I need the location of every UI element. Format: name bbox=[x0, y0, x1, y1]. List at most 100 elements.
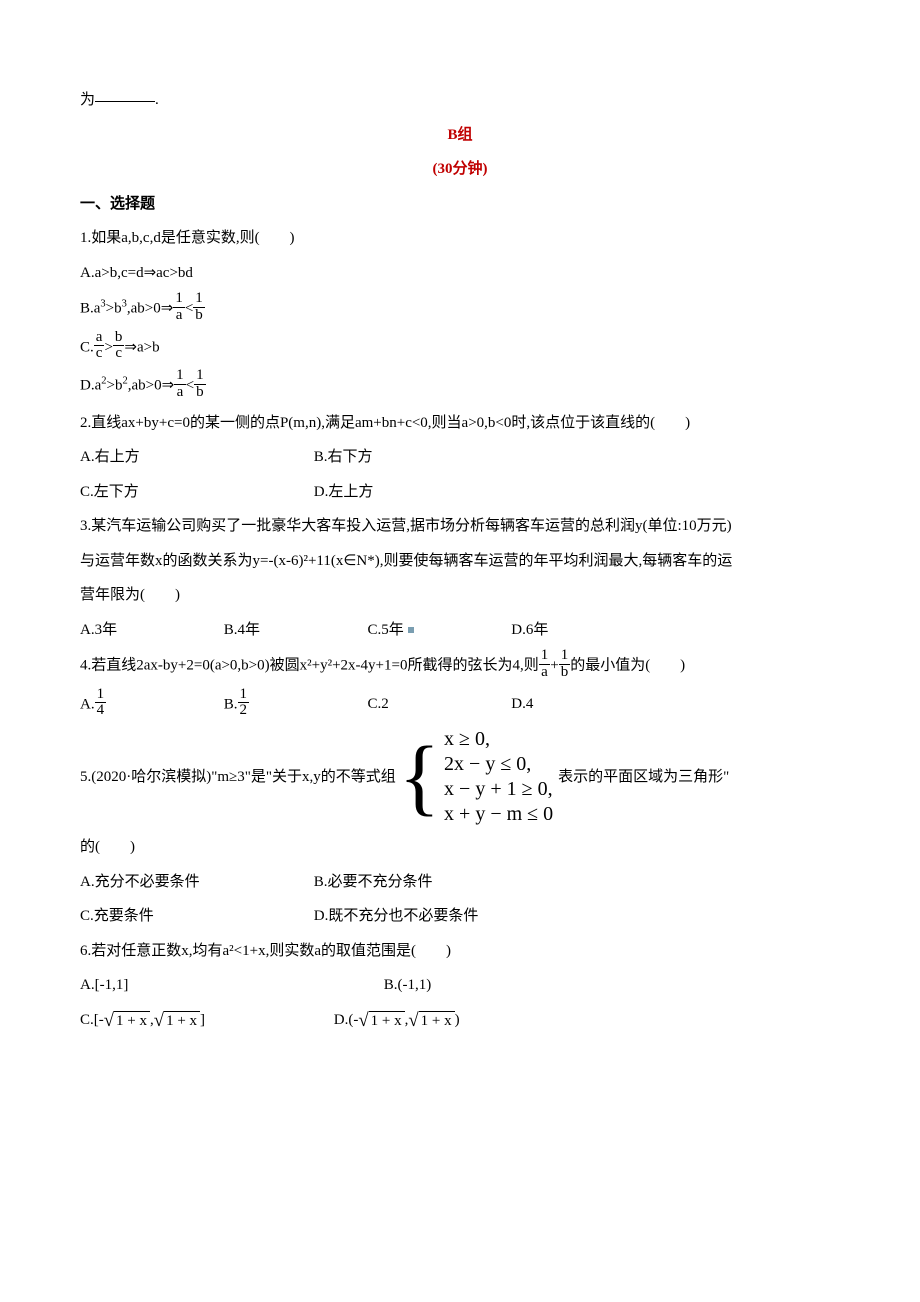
q1c-f1d: c bbox=[94, 346, 105, 362]
q4-stem-pre: 4.若直线2ax-by+2=0(a>0,b>0)被圆x²+y²+2x-4y+1=… bbox=[80, 658, 539, 674]
q2-options-row2: C.左下方 D.左上方 bbox=[80, 478, 840, 507]
q1-optA: A.a>b,c=d⇒ac>bd bbox=[80, 259, 840, 288]
q1b-f2n: 1 bbox=[193, 291, 205, 308]
q5-optB: B.必要不充分条件 bbox=[314, 868, 433, 897]
q5-options-row1: A.充分不必要条件 B.必要不充分条件 bbox=[80, 868, 840, 897]
q5-cases-body: x ≥ 0, 2x − y ≤ 0, x − y + 1 ≥ 0, x + y … bbox=[442, 727, 555, 827]
q1b-frac2: 1b bbox=[193, 291, 205, 324]
q6d-pre: D.(- bbox=[334, 1012, 359, 1028]
q5-stem-row: 5.(2020·哈尔滨模拟)"m≥3"是"关于x,y的不等式组 { x ≥ 0,… bbox=[80, 727, 840, 827]
q3-options: A.3年 B.4年 C.5年 D.6年 bbox=[80, 616, 840, 645]
q1d-frac2: 1b bbox=[194, 368, 206, 401]
q3-optA: A.3年 bbox=[80, 616, 220, 645]
intro-wei: 为 bbox=[80, 92, 95, 108]
q4-f1n: 1 bbox=[539, 648, 551, 665]
group-header: B组 bbox=[80, 121, 840, 150]
q2-optC: C.左下方 bbox=[80, 478, 310, 507]
q4-f1d: a bbox=[539, 665, 551, 681]
q1c-f2d: c bbox=[113, 346, 125, 362]
dot-marker-icon bbox=[408, 627, 414, 633]
q3-optC: C.5年 bbox=[368, 616, 508, 645]
q6-optB: B.(-1,1) bbox=[384, 971, 432, 1000]
q4a-frac: 14 bbox=[95, 687, 107, 720]
group-title: B组 bbox=[447, 127, 472, 143]
q1b-frac1: 1a bbox=[173, 291, 185, 324]
q4b-pre: B. bbox=[224, 696, 238, 712]
q1-optD: D.a2>b2,ab>0⇒1a<1b bbox=[80, 370, 840, 403]
q1c-gt: > bbox=[104, 339, 112, 355]
q5-cases: { x ≥ 0, 2x − y ≤ 0, x − y + 1 ≥ 0, x + … bbox=[399, 727, 555, 827]
q1d-frac1: 1a bbox=[174, 368, 186, 401]
q4-f2d: b bbox=[559, 665, 571, 681]
q1d-mid1: >b bbox=[107, 378, 123, 394]
group-time: (30分钟) bbox=[80, 155, 840, 184]
q4-optA: A.14 bbox=[80, 689, 220, 722]
q1c-f1n: a bbox=[94, 330, 105, 347]
intro-line: 为. bbox=[80, 86, 840, 115]
q5-case1: x ≥ 0, bbox=[442, 727, 555, 752]
q6c-pre: C.[- bbox=[80, 1012, 104, 1028]
q6c-sqrt2-body: 1 + x bbox=[164, 1011, 200, 1030]
q6c-sqrt1-body: 1 + x bbox=[114, 1011, 150, 1030]
q2-stem: 2.直线ax+by+c=0的某一侧的点P(m,n),满足am+bn+c<0,则当… bbox=[80, 409, 840, 438]
q5-options-row2: C.充要条件 D.既不充分也不必要条件 bbox=[80, 902, 840, 931]
q1-stem: 1.如果a,b,c,d是任意实数,则( ) bbox=[80, 224, 840, 253]
q1b-mid2: ,ab>0⇒ bbox=[127, 301, 173, 317]
intro-period: . bbox=[155, 92, 159, 108]
q3-stem3: 营年限为( ) bbox=[80, 581, 840, 610]
q1d-pre: D.a bbox=[80, 378, 101, 394]
q5-stem-line2: 的( ) bbox=[80, 833, 840, 862]
q5-case4: x + y − m ≤ 0 bbox=[442, 802, 555, 827]
q4-f2n: 1 bbox=[559, 648, 571, 665]
q6d-sqrt2: √1 + x bbox=[408, 1011, 454, 1030]
group-time-text: (30分钟) bbox=[433, 161, 488, 177]
q1c-f2n: b bbox=[113, 330, 125, 347]
q1c-frac1: ac bbox=[94, 330, 105, 363]
q3-stem1: 3.某汽车运输公司购买了一批豪华大客车投入运营,据市场分析每辆客车运营的总利润y… bbox=[80, 512, 840, 541]
q2-optB: B.右下方 bbox=[314, 443, 373, 472]
q1-optC: C.ac>bc⇒a>b bbox=[80, 332, 840, 365]
blank-line bbox=[95, 86, 155, 102]
q1c-frac2: bc bbox=[113, 330, 125, 363]
q2-options-row1: A.右上方 B.右下方 bbox=[80, 443, 840, 472]
q1b-f1d: a bbox=[173, 308, 185, 324]
q1c-post: ⇒a>b bbox=[124, 339, 159, 355]
sqrt-icon: √ bbox=[408, 1012, 418, 1031]
q4-plus: + bbox=[550, 658, 558, 674]
q5-optC: C.充要条件 bbox=[80, 902, 310, 931]
q5-optD: D.既不充分也不必要条件 bbox=[314, 902, 479, 931]
q5-stem-pre: 5.(2020·哈尔滨模拟)"m≥3"是"关于x,y的不等式组 bbox=[80, 763, 396, 792]
q6-optD: D.(-√1 + x,√1 + x) bbox=[334, 1006, 460, 1035]
q4a-n: 1 bbox=[95, 687, 107, 704]
sqrt-icon: √ bbox=[104, 1012, 114, 1031]
q6c-sqrt1: √1 + x bbox=[104, 1011, 150, 1030]
q1b-f2d: b bbox=[193, 308, 205, 324]
q4-frac2: 1b bbox=[559, 648, 571, 681]
section-title: 一、选择题 bbox=[80, 190, 840, 219]
q6-options-row2: C.[-√1 + x,√1 + x] D.(-√1 + x,√1 + x) bbox=[80, 1006, 840, 1035]
q4b-n: 1 bbox=[238, 687, 250, 704]
q3-optD: D.6年 bbox=[511, 616, 548, 645]
q6-stem: 6.若对任意正数x,均有a²<1+x,则实数a的取值范围是( ) bbox=[80, 937, 840, 966]
q6-optA: A.[-1,1] bbox=[80, 971, 380, 1000]
q4a-d: 4 bbox=[95, 703, 107, 719]
q5-stem-post: 表示的平面区域为三角形" bbox=[558, 763, 729, 792]
q1d-lt: < bbox=[186, 378, 194, 394]
q4-optB: B.12 bbox=[224, 689, 364, 722]
q3-stem2: 与运营年数x的函数关系为y=-(x-6)²+11(x∈N*),则要使每辆客车运营… bbox=[80, 547, 840, 576]
q4b-d: 2 bbox=[238, 703, 250, 719]
q1c-pre: C. bbox=[80, 339, 94, 355]
brace-icon: { bbox=[399, 738, 440, 815]
q5-case2: 2x − y ≤ 0, bbox=[442, 752, 555, 777]
q1b-f1n: 1 bbox=[173, 291, 185, 308]
sqrt-icon: √ bbox=[358, 1012, 368, 1031]
q4-stem-post: 的最小值为( ) bbox=[570, 658, 685, 674]
q2-optD: D.左上方 bbox=[314, 478, 374, 507]
q1b-mid1: >b bbox=[106, 301, 122, 317]
q1d-f2d: b bbox=[194, 385, 206, 401]
q1d-f1d: a bbox=[174, 385, 186, 401]
q3-optC-text: C.5年 bbox=[368, 622, 404, 638]
q1d-f2n: 1 bbox=[194, 368, 206, 385]
q4-optD: D.4 bbox=[511, 690, 533, 719]
q6d-sqrt2-body: 1 + x bbox=[419, 1011, 455, 1030]
